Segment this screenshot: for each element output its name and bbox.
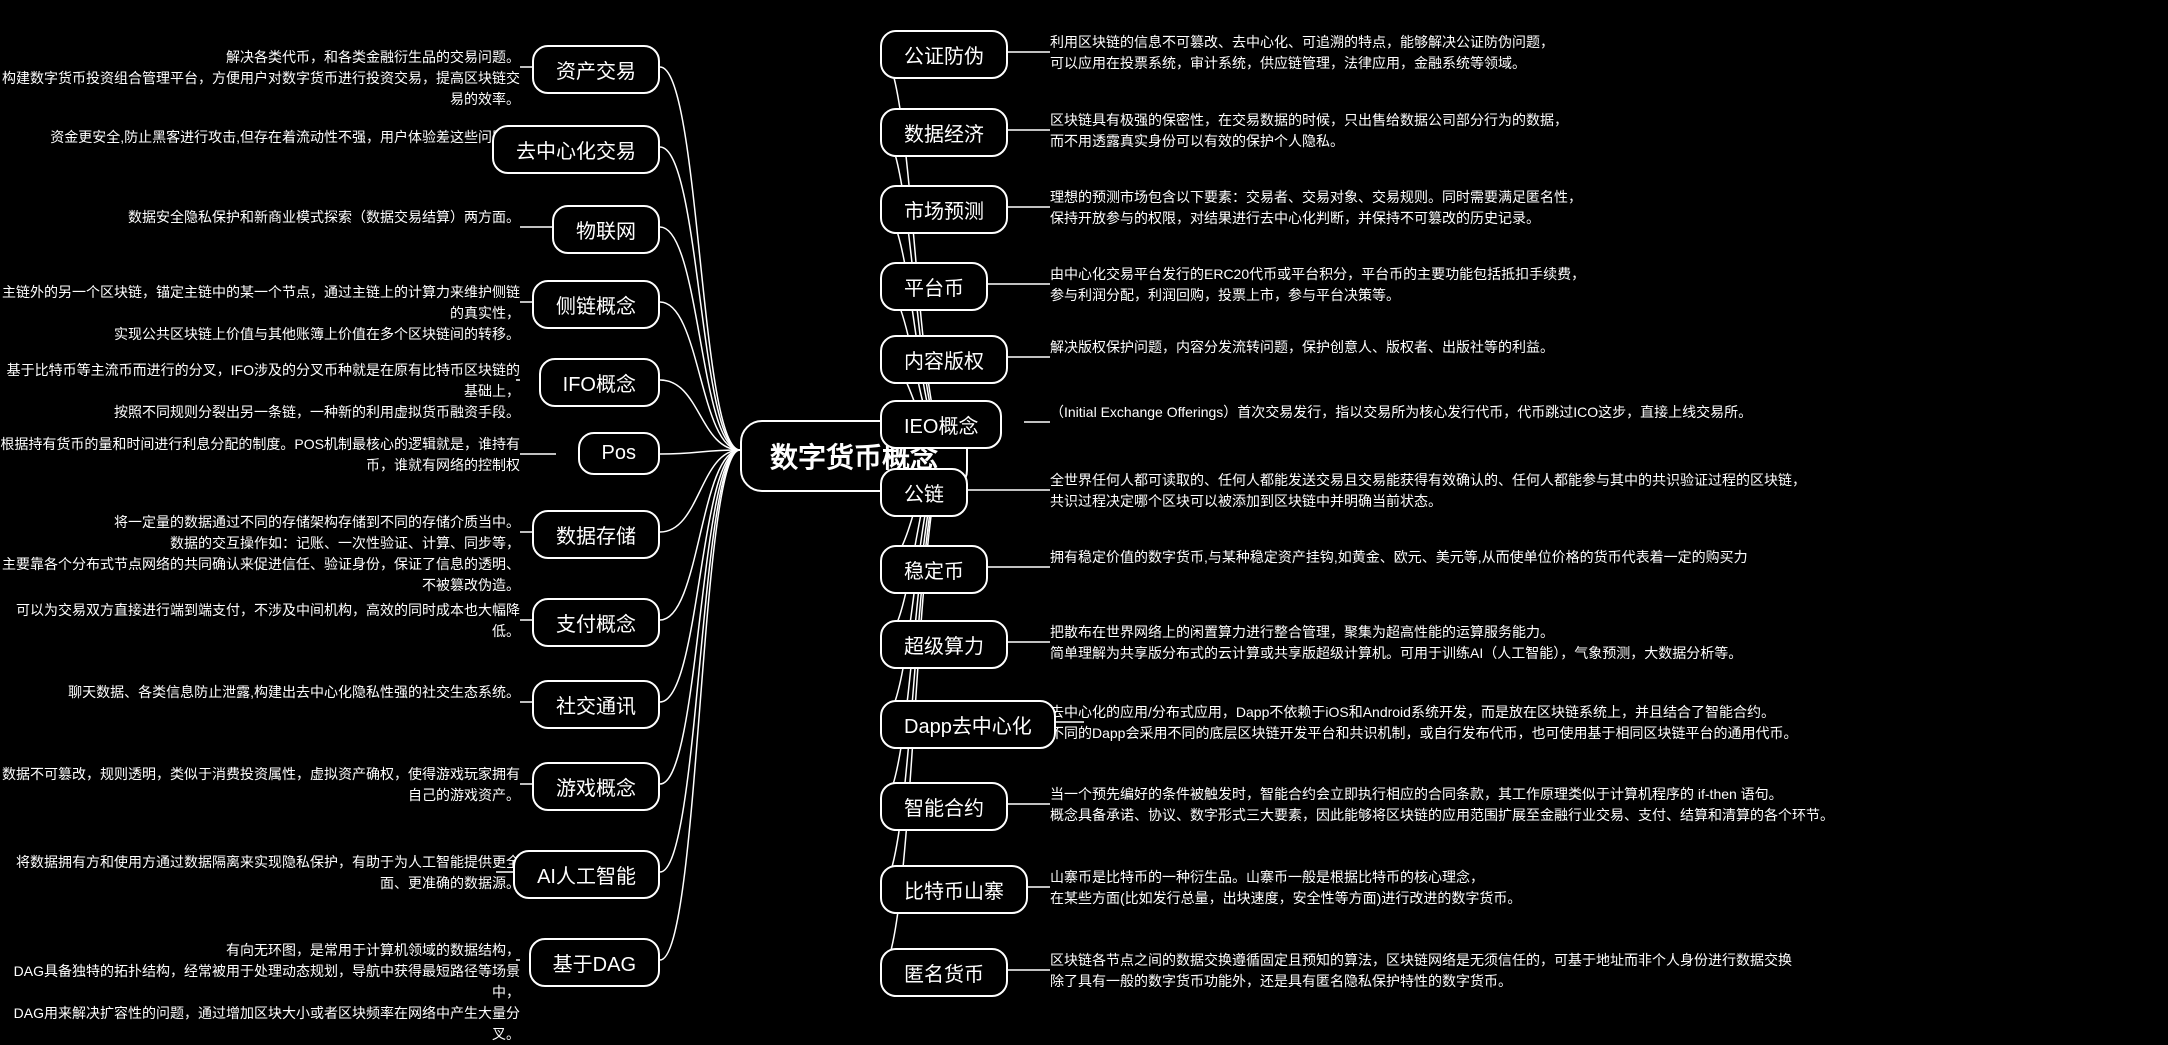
n-r9[interactable]: Dapp去中心化 (880, 700, 1056, 749)
n-l3[interactable]: 侧链概念 (532, 280, 660, 329)
n-r11[interactable]: 比特币山寨 (880, 865, 1028, 914)
n-l8-desc: 聊天数据、各类信息防止泄露,构建出去中心化隐私性强的社交生态系统。 (68, 682, 520, 703)
n-l5-desc: 根据持有货币的量和时间进行利息分配的制度。POS机制最核心的逻辑就是，谁持有币，… (0, 434, 520, 476)
n-r4[interactable]: 内容版权 (880, 335, 1008, 384)
n-l7-desc: 可以为交易双方直接进行端到端支付，不涉及中间机构，高效的同时成本也大幅降低。 (0, 600, 520, 642)
n-l0-desc: 解决各类代币，和各类金融衍生品的交易问题。 构建数字货币投资组合管理平台，方便用… (0, 47, 520, 110)
n-l4[interactable]: IFO概念 (539, 358, 660, 407)
n-r12-desc: 区块链各节点之间的数据交换遵循固定且预知的算法，区块链网络是无须信任的，可基于地… (1050, 950, 1792, 992)
n-r3[interactable]: 平台币 (880, 262, 988, 311)
n-l1[interactable]: 去中心化交易 (492, 125, 660, 174)
n-l9-desc: 数据不可篡改，规则透明，类似于消费投资属性，虚拟资产确权，使得游戏玩家拥有自己的… (0, 764, 520, 806)
n-l5[interactable]: Pos (578, 432, 660, 475)
n-l10[interactable]: AI人工智能 (513, 850, 660, 899)
n-r6[interactable]: 公链 (880, 468, 968, 517)
edge-center-n-l3 (660, 302, 740, 450)
n-r6-desc: 全世界任何人都可读取的、任何人都能发送交易且交易能获得有效确认的、任何人都能参与… (1050, 470, 1806, 512)
n-l0[interactable]: 资产交易 (532, 45, 660, 94)
n-r8[interactable]: 超级算力 (880, 620, 1008, 669)
n-r10-desc: 当一个预先编好的条件被触发时，智能合约会立即执行相应的合同条款，其工作原理类似于… (1050, 784, 1834, 826)
n-r1[interactable]: 数据经济 (880, 108, 1008, 157)
n-l4-desc: 基于比特币等主流币而进行的分叉，IFO涉及的分叉币种就是在原有比特币区块链的基础… (0, 360, 520, 423)
n-l8[interactable]: 社交通讯 (532, 680, 660, 729)
edge-center-n-l7 (660, 450, 740, 620)
n-l10-desc: 将数据拥有方和使用方通过数据隔离来实现隐私保护，有助于为人工智能提供更全面、更准… (0, 852, 520, 894)
n-r2[interactable]: 市场预测 (880, 185, 1008, 234)
edge-center-n-l1 (660, 147, 740, 450)
n-r5-desc: （Initial Exchange Offerings）首次交易发行，指以交易所… (1050, 402, 1752, 423)
n-l1-desc: 资金更安全,防止黑客进行攻击,但存在着流动性不强，用户体验差这些问题。 (50, 127, 520, 148)
n-l7[interactable]: 支付概念 (532, 598, 660, 647)
n-l3-desc: 主链外的另一个区块链，锚定主链中的某一个节点，通过主链上的计算力来维护侧链的真实… (0, 282, 520, 345)
n-r8-desc: 把散布在世界网络上的闲置算力进行整合管理，聚集为超高性能的运算服务能力。 简单理… (1050, 622, 1742, 664)
edge-center-n-l10 (660, 450, 740, 872)
n-l11[interactable]: 基于DAG (529, 938, 660, 987)
n-l6[interactable]: 数据存储 (532, 510, 660, 559)
n-r3-desc: 由中心化交易平台发行的ERC20代币或平台积分，平台币的主要功能包括抵扣手续费，… (1050, 264, 1585, 306)
n-l11-desc: 有向无环图，是常用于计算机领域的数据结构， DAG具备独特的拓扑结构，经常被用于… (0, 940, 520, 1045)
n-r7[interactable]: 稳定币 (880, 545, 988, 594)
n-r0[interactable]: 公证防伪 (880, 30, 1008, 79)
n-l6-desc: 将一定量的数据通过不同的存储架构存储到不同的存储介质当中。 数据的交互操作如：记… (0, 512, 520, 596)
n-r9-desc: 去中心化的应用/分布式应用，Dapp不依赖于iOS和Android系统开发，而是… (1050, 702, 1797, 744)
n-r0-desc: 利用区块链的信息不可篡改、去中心化、可追溯的特点，能够解决公证防伪问题， 可以应… (1050, 32, 1554, 74)
n-r2-desc: 理想的预测市场包含以下要素：交易者、交易对象、交易规则。同时需要满足匿名性， 保… (1050, 187, 1582, 229)
n-r11-desc: 山寨币是比特币的一种衍生品。山寨币一般是根据比特币的核心理念， 在某些方面(比如… (1050, 867, 1521, 909)
n-r12[interactable]: 匿名货币 (880, 948, 1008, 997)
edge-center-n-l0 (660, 67, 740, 450)
n-r4-desc: 解决版权保护问题，内容分发流转问题，保护创意人、版权者、出版社等的利益。 (1050, 337, 1554, 358)
edge-center-n-l9 (660, 450, 740, 784)
edge-center-n-l11 (660, 450, 740, 960)
n-r7-desc: 拥有稳定价值的数字货币,与某种稳定资产挂钩,如黄金、欧元、美元等,从而使单位价格… (1050, 547, 1748, 568)
n-l2[interactable]: 物联网 (552, 205, 660, 254)
n-l2-desc: 数据安全隐私保护和新商业模式探索（数据交易结算）两方面。 (128, 207, 520, 228)
n-l9[interactable]: 游戏概念 (532, 762, 660, 811)
n-r5[interactable]: IEO概念 (880, 400, 1002, 449)
n-r1-desc: 区块链具有极强的保密性，在交易数据的时候，只出售给数据公司部分行为的数据， 而不… (1050, 110, 1568, 152)
n-r10[interactable]: 智能合约 (880, 782, 1008, 831)
